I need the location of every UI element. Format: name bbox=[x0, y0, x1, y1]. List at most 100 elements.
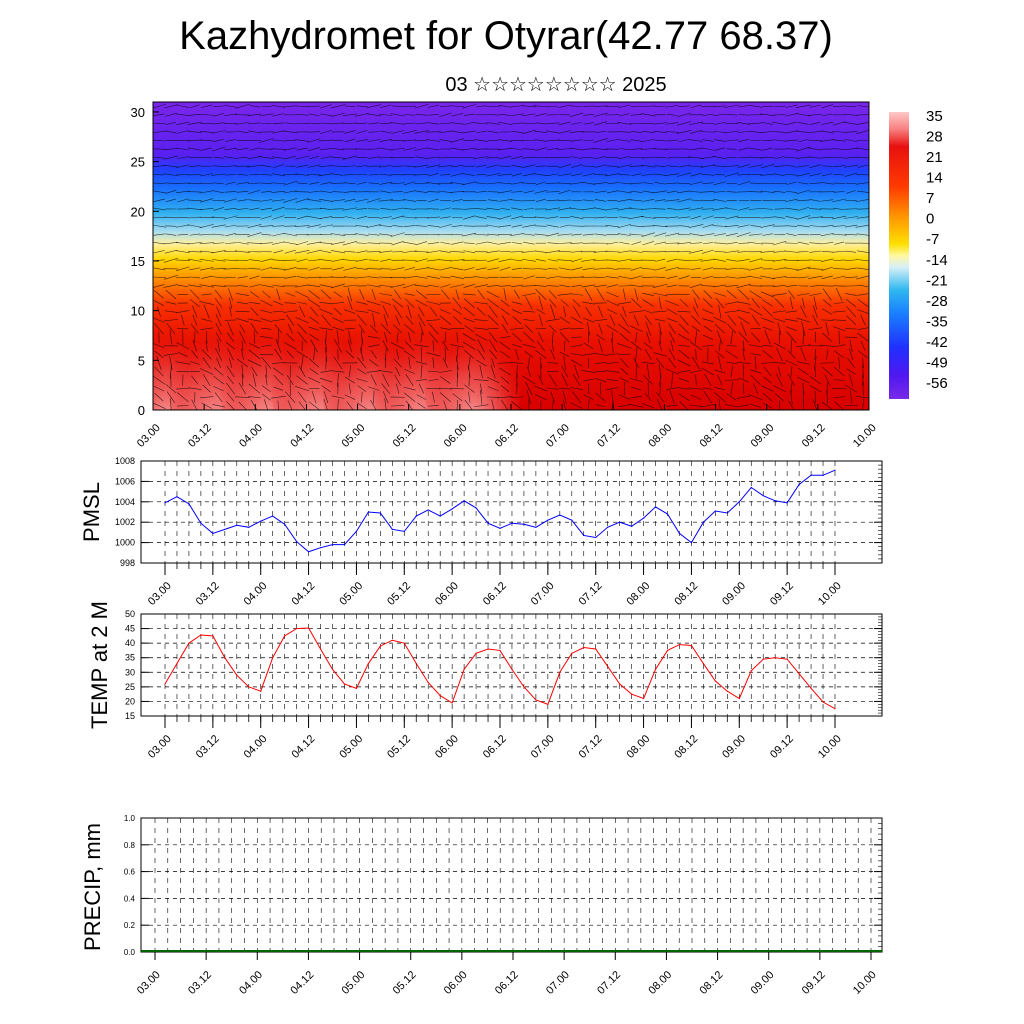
wind-vector bbox=[704, 373, 712, 387]
colorbar-label: 28 bbox=[926, 129, 943, 146]
wind-vector bbox=[763, 366, 772, 377]
pmsl-point bbox=[762, 495, 764, 497]
wind-vector bbox=[606, 299, 619, 307]
wind-vector bbox=[524, 324, 534, 334]
wind-vector bbox=[702, 275, 714, 280]
wind-vector bbox=[463, 225, 475, 227]
wind-vector bbox=[678, 164, 690, 168]
wind-vector bbox=[503, 288, 507, 301]
temp-point bbox=[726, 690, 728, 692]
wind-vector bbox=[331, 395, 345, 399]
wind-vector bbox=[832, 156, 846, 159]
wind-vector bbox=[668, 323, 676, 335]
wind-vector bbox=[415, 241, 428, 246]
wind-vector bbox=[695, 374, 697, 386]
wind-vector bbox=[236, 147, 249, 151]
wind-vector bbox=[476, 130, 487, 134]
wind-vector bbox=[737, 250, 750, 253]
wind-vector bbox=[546, 173, 559, 176]
wind-vector bbox=[630, 190, 643, 193]
wind-vector bbox=[499, 113, 511, 116]
wind-vector bbox=[271, 190, 286, 193]
heatmap-y-tick-label: 20 bbox=[131, 204, 145, 219]
wind-vector bbox=[203, 304, 210, 319]
wind-vector bbox=[618, 404, 631, 408]
wind-vector bbox=[390, 342, 405, 350]
wind-vector bbox=[226, 365, 235, 378]
wind-vector bbox=[225, 242, 237, 244]
wind-vector bbox=[396, 383, 400, 394]
wind-vector bbox=[798, 182, 809, 185]
wind-vector bbox=[666, 139, 678, 142]
y-tick-label: 1000 bbox=[115, 538, 135, 548]
wind-vector bbox=[725, 233, 738, 237]
wind-vector bbox=[223, 215, 238, 220]
wind-vector bbox=[763, 402, 773, 409]
wind-vector bbox=[761, 362, 774, 364]
wind-vector bbox=[616, 182, 632, 185]
wind-vector bbox=[487, 139, 499, 142]
wind-vector bbox=[679, 298, 689, 308]
wind-vector bbox=[308, 191, 320, 193]
wind-vector bbox=[571, 336, 583, 338]
colorbar-label: 35 bbox=[926, 108, 943, 125]
wind-vector bbox=[549, 324, 557, 333]
wind-vector bbox=[247, 359, 262, 367]
wind-vector bbox=[510, 233, 524, 237]
wind-vector bbox=[153, 190, 166, 194]
wind-vector bbox=[414, 267, 429, 271]
wind-vector bbox=[665, 105, 679, 108]
wind-vector bbox=[796, 131, 810, 133]
pmsl-point bbox=[475, 507, 477, 509]
wind-vector bbox=[713, 258, 726, 262]
wind-vector bbox=[498, 139, 512, 142]
wind-vector bbox=[227, 348, 234, 361]
wind-vector bbox=[271, 318, 285, 322]
wind-vector bbox=[820, 362, 835, 364]
wind-vector bbox=[548, 374, 557, 387]
wind-vector bbox=[629, 310, 644, 313]
wind-vector bbox=[820, 319, 834, 321]
wind-vector bbox=[307, 164, 321, 168]
wind-vector bbox=[414, 104, 429, 109]
wind-vector bbox=[522, 173, 536, 177]
wind-vector bbox=[439, 309, 451, 315]
wind-vector bbox=[475, 190, 487, 193]
wind-vector bbox=[712, 225, 728, 227]
wind-vector bbox=[165, 121, 177, 125]
wind-vector bbox=[426, 259, 440, 262]
wind-vector bbox=[785, 104, 798, 108]
x-tick-label: 06.00 bbox=[433, 580, 461, 608]
wind-vector bbox=[525, 296, 533, 310]
wind-vector bbox=[330, 182, 346, 184]
wind-vector bbox=[486, 182, 500, 185]
wind-vector bbox=[337, 373, 339, 387]
wind-vector bbox=[379, 233, 393, 236]
wind-vector bbox=[692, 289, 700, 300]
wind-vector bbox=[677, 259, 691, 262]
pmsl-point bbox=[307, 551, 310, 553]
heatmap-y-tick-label: 30 bbox=[131, 105, 145, 120]
wind-vector bbox=[236, 207, 249, 210]
wind-vector bbox=[201, 318, 213, 322]
wind-vector bbox=[475, 164, 487, 168]
wind-vector bbox=[285, 292, 296, 297]
wind-vector bbox=[847, 358, 855, 368]
wind-vector bbox=[201, 293, 212, 296]
wind-vector bbox=[749, 307, 763, 316]
temp-point bbox=[511, 668, 513, 670]
wind-vector bbox=[689, 130, 703, 134]
wind-vector bbox=[344, 394, 356, 400]
wind-vector bbox=[309, 316, 320, 324]
x-tick-label: 03.00 bbox=[135, 969, 163, 997]
wind-vector bbox=[462, 104, 476, 109]
wind-vector bbox=[296, 208, 308, 210]
wind-vector bbox=[443, 400, 448, 410]
pmsl-point bbox=[726, 512, 728, 514]
wind-vector bbox=[572, 299, 581, 308]
wind-vector bbox=[325, 339, 328, 353]
pmsl-point bbox=[391, 528, 393, 530]
wind-vector bbox=[223, 259, 238, 262]
wind-vector bbox=[583, 122, 594, 125]
wind-vector bbox=[373, 390, 375, 404]
